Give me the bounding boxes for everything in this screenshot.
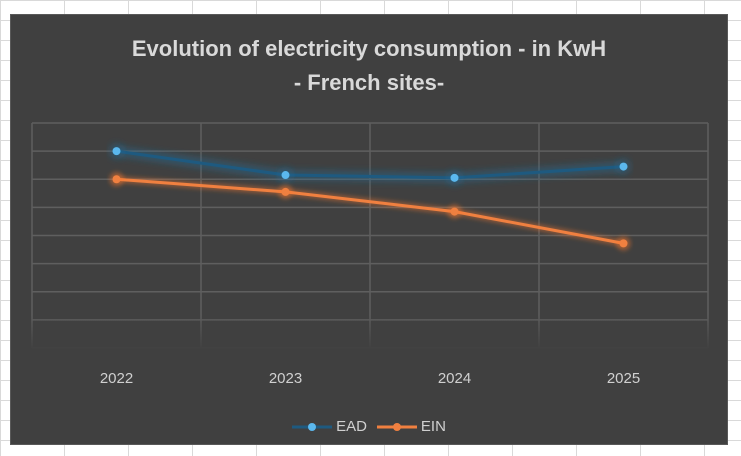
legend-key-ein	[376, 422, 417, 431]
series-ein-line[interactable]	[115, 177, 625, 245]
series-ead-point[interactable]	[619, 162, 628, 171]
legend-entry-ein[interactable]: EIN	[376, 418, 446, 435]
series-ein-point[interactable]	[112, 175, 121, 184]
legend-entry-ead[interactable]: EAD	[292, 418, 367, 435]
legend[interactable]: EAD EIN	[11, 418, 727, 435]
legend-label: EIN	[420, 418, 446, 435]
series-ead-line[interactable]	[115, 149, 625, 180]
legend-key-marker	[392, 422, 401, 431]
legend-label: EAD	[336, 418, 367, 435]
series-ead-point[interactable]	[281, 171, 290, 180]
x-tick-label: 2023	[269, 370, 302, 387]
series-ein-point[interactable]	[619, 239, 628, 248]
series-ein-point[interactable]	[281, 187, 290, 196]
plot-area: 2022 2023 2024 2025	[31, 122, 711, 387]
grid-fade	[31, 315, 711, 350]
chart-title: Evolution of electricity consumption - i…	[131, 36, 607, 61]
series-ead-point[interactable]	[112, 147, 121, 156]
series-ein-point[interactable]	[450, 207, 459, 216]
legend-key-ead	[292, 422, 333, 431]
x-tick-label: 2025	[607, 370, 640, 387]
legend-key-marker	[308, 422, 317, 431]
chart-area[interactable]: Evolution of electricity consumption - i…	[10, 14, 728, 445]
x-tick-label: 2024	[438, 370, 471, 387]
chart-subtitle: - French sites-	[293, 70, 445, 95]
series-ead-point[interactable]	[450, 173, 459, 182]
x-tick-label: 2022	[100, 370, 133, 387]
